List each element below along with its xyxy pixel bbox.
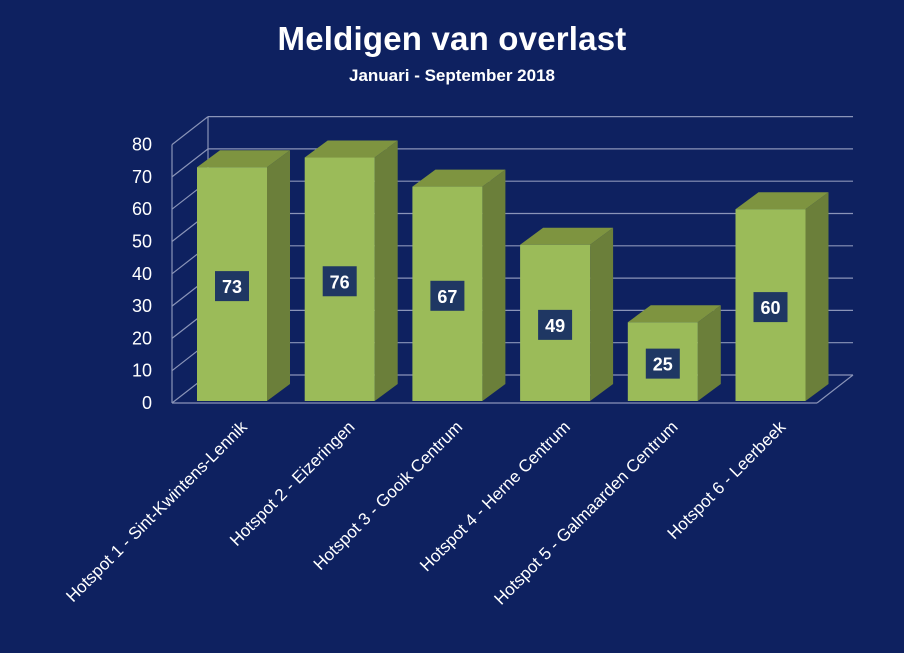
bar-top [520, 227, 614, 245]
bar-top [304, 140, 398, 158]
data-label: 60 [760, 298, 780, 318]
chart-subtitle: Januari - September 2018 [349, 66, 555, 85]
y-tick-label: 0 [142, 393, 152, 413]
bar-side [805, 192, 829, 401]
y-tick-label: 50 [132, 232, 152, 252]
y-tick-label: 10 [132, 361, 152, 381]
floor-right-edge [816, 374, 854, 404]
x-tick-label: Hotspot 2 - Eizeringen [226, 417, 358, 549]
data-label-box [538, 309, 573, 340]
data-label-box [645, 348, 680, 379]
y-tick-label: 30 [132, 296, 152, 316]
bar-top [735, 192, 829, 210]
y-tick-label: 40 [132, 264, 152, 284]
bar-top [412, 169, 506, 187]
y-tick-label: 60 [132, 199, 152, 219]
data-label: 25 [653, 355, 673, 375]
bar-side [374, 140, 398, 401]
data-label: 49 [545, 316, 565, 336]
x-tick-label: Hotspot 1 - Sint-Kwintens-Lennik [62, 417, 251, 606]
data-label: 67 [437, 287, 457, 307]
gridline-side-80 [171, 116, 209, 146]
x-tick-label: Hotspot 5 - Galmaarden Centrum [490, 417, 681, 608]
bar-side [267, 150, 290, 401]
data-label-box [753, 292, 788, 323]
data-label-box [322, 266, 357, 297]
y-tick-label: 20 [132, 328, 152, 348]
chart-title: Meldigen van overlast [277, 20, 627, 57]
bar-top [197, 150, 290, 168]
bar-side [482, 169, 506, 401]
y-tick-label: 80 [132, 135, 152, 155]
x-tick-label: Hotspot 6 - Leerbeek [664, 417, 790, 543]
gridline-side-70 [171, 148, 209, 178]
data-label: 76 [330, 272, 350, 292]
data-label-box [430, 280, 465, 311]
y-tick-label: 70 [132, 167, 152, 187]
bar-side [697, 305, 721, 401]
data-label: 73 [222, 277, 242, 297]
bar-side [590, 227, 614, 401]
bar-top [627, 305, 721, 323]
data-label-box [215, 271, 249, 302]
